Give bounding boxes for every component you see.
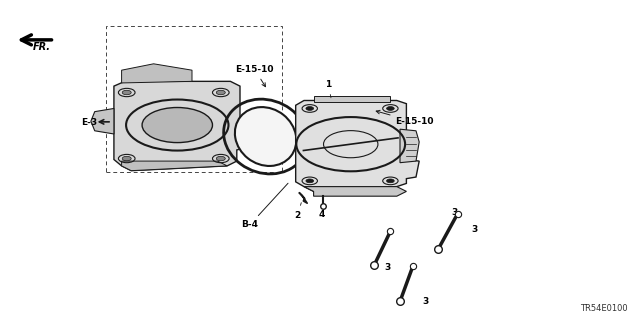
Circle shape [122,90,131,95]
Text: FR.: FR. [33,42,51,52]
Circle shape [142,108,212,143]
Polygon shape [400,129,419,163]
Text: 1: 1 [325,80,332,98]
Bar [106,26,282,172]
Text: 2: 2 [294,203,301,220]
Circle shape [387,107,394,110]
Text: E-3: E-3 [81,118,97,127]
Circle shape [306,179,314,183]
Text: E-15-10: E-15-10 [376,110,434,126]
Text: 3: 3 [422,297,429,306]
Text: 3: 3 [472,226,478,234]
Text: 3: 3 [384,263,390,272]
Circle shape [216,90,225,95]
Text: 4: 4 [318,200,324,219]
Text: E-15-10: E-15-10 [236,65,274,87]
Polygon shape [304,187,406,196]
Circle shape [306,107,314,110]
Polygon shape [122,64,192,83]
Polygon shape [296,100,419,191]
Text: TR54E0100: TR54E0100 [580,304,627,313]
Ellipse shape [235,107,296,166]
Polygon shape [91,108,114,134]
Text: 3: 3 [451,208,458,217]
Polygon shape [114,81,246,171]
Polygon shape [122,161,227,171]
Circle shape [122,156,131,161]
Circle shape [216,156,225,161]
Circle shape [387,179,394,183]
Text: B-4: B-4 [241,183,288,229]
Polygon shape [314,96,390,102]
